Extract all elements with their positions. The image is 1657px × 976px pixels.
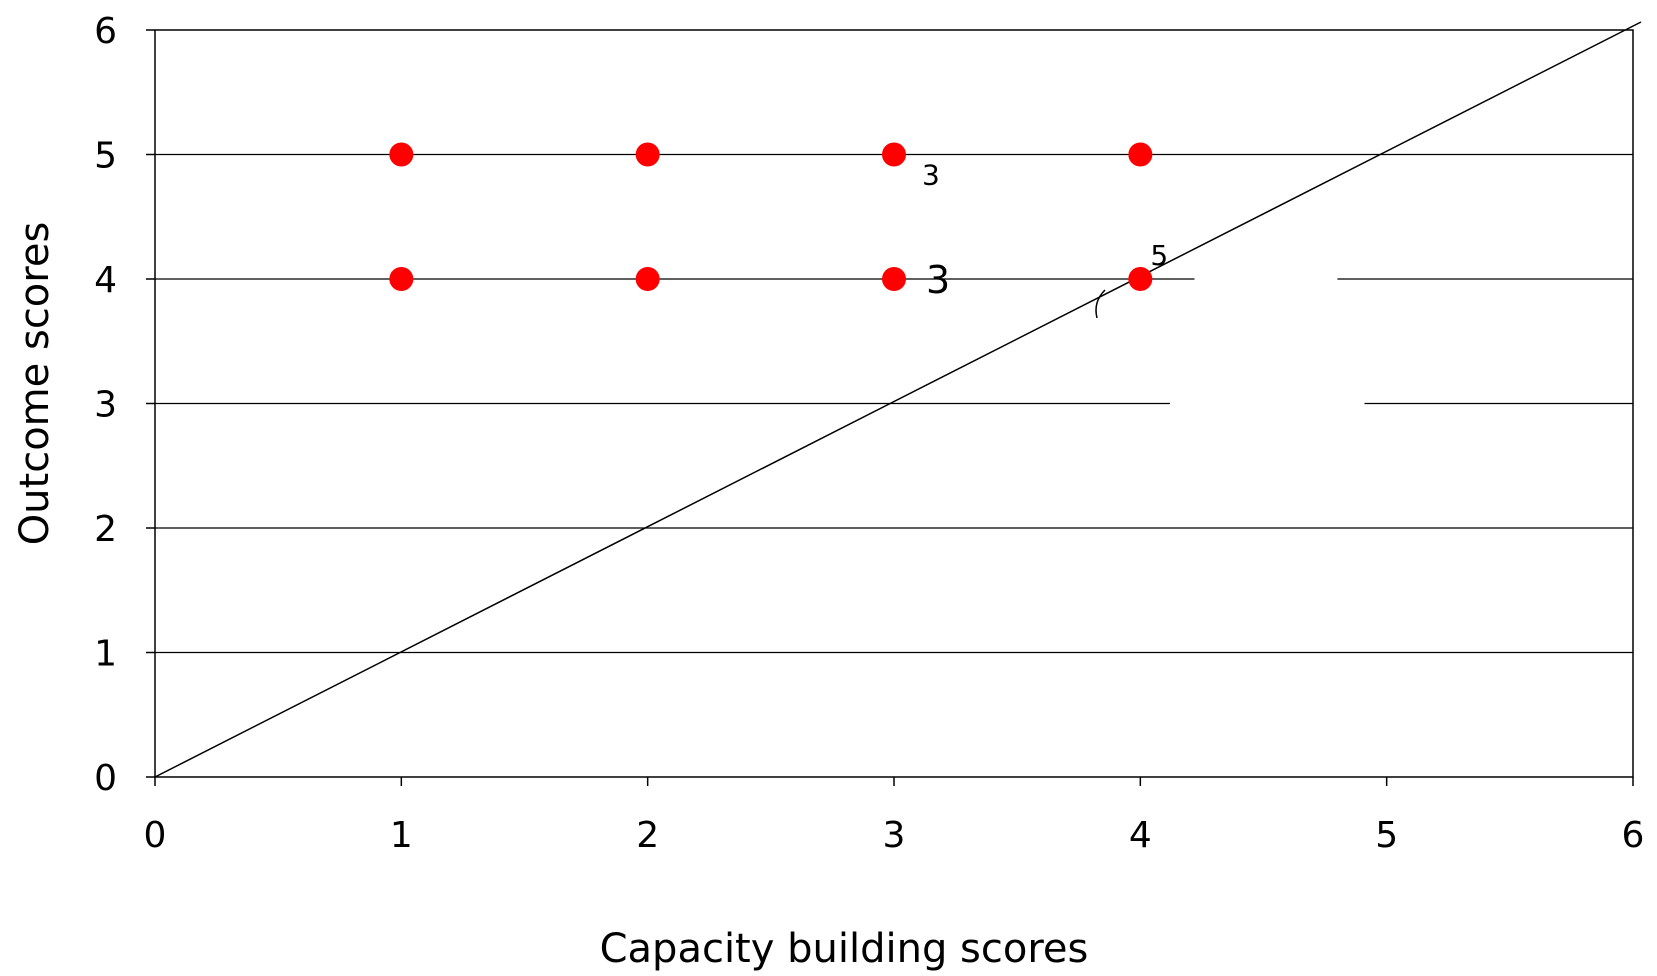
y-tick-labels: 0 1 2 3 4 5 6 (94, 11, 117, 799)
y-tick-label-0: 0 (94, 758, 117, 799)
y-tick-label-6: 6 (94, 11, 117, 52)
y-tick-label-5: 5 (94, 136, 117, 177)
y-tick-label-1: 1 (94, 634, 117, 675)
data-point-0-2 (882, 142, 906, 167)
y-tick-label-3: 3 (94, 385, 117, 426)
axis-ticks (146, 29, 1634, 786)
reference-line (154, 21, 1642, 778)
y-tick-label-2: 2 (94, 509, 117, 550)
data-point-0-5 (635, 267, 660, 291)
annotation-label-2: 5 (1150, 239, 1168, 272)
data-point-0-0 (389, 142, 414, 167)
x-tick-labels: 0 1 2 3 4 5 6 (144, 815, 1645, 856)
data-point-0-7 (1128, 267, 1153, 291)
x-tick-label-3: 3 (883, 815, 906, 856)
data-point-0-1 (635, 142, 660, 167)
grid-lines (155, 153, 1633, 654)
x-tick-label-6: 6 (1622, 815, 1645, 856)
x-tick-label-0: 0 (144, 815, 167, 856)
point-annotations: 3 3 5 (922, 159, 1168, 303)
annotation-curl-mark (1095, 289, 1106, 319)
y-tick-label-4: 4 (94, 260, 117, 301)
x-tick-label-2: 2 (636, 815, 659, 856)
white-occlusions (1169, 275, 1365, 408)
data-point-0-4 (389, 267, 414, 291)
data-points (389, 142, 1153, 291)
data-point-0-6 (882, 267, 906, 291)
annotation-label-0: 3 (922, 159, 940, 192)
occlusion-y3 (1169, 399, 1365, 408)
x-tick-label-4: 4 (1129, 815, 1152, 856)
annotation-label-1: 3 (926, 258, 950, 302)
data-point-0-3 (1128, 142, 1153, 167)
y-axis-title: Outcome scores (12, 222, 58, 546)
x-axis-title: Capacity building scores (600, 926, 1089, 972)
x-tick-label-1: 1 (390, 815, 413, 856)
x-tick-label-5: 5 (1375, 815, 1398, 856)
occlusion-y4 (1194, 275, 1338, 283)
